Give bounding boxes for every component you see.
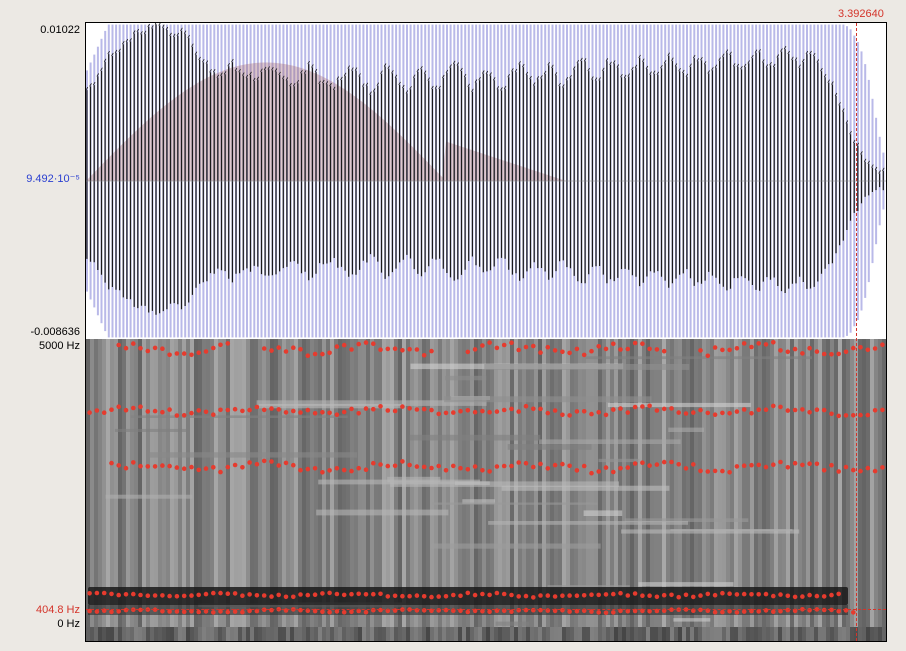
cursor-freq-line (86, 609, 886, 610)
plot-frame (85, 22, 887, 642)
wave-y-min: -0.008636 (30, 326, 80, 338)
cursor-time: 3.392640 (838, 8, 884, 20)
spec-y-min: 0 Hz (57, 618, 80, 630)
spec-y-max: 5000 Hz (39, 340, 80, 352)
wave-y-max: 0.01022 (40, 24, 80, 36)
wave-y-center: 9.492·10⁻⁵ (26, 172, 80, 185)
waveform-pane[interactable] (86, 23, 886, 339)
spectrogram-canvas (86, 339, 886, 641)
spectrogram-pane[interactable] (86, 339, 886, 641)
cursor-time-line (856, 23, 857, 641)
spec-cursor-freq: 404.8 Hz (36, 604, 80, 616)
waveform-canvas (86, 23, 886, 339)
